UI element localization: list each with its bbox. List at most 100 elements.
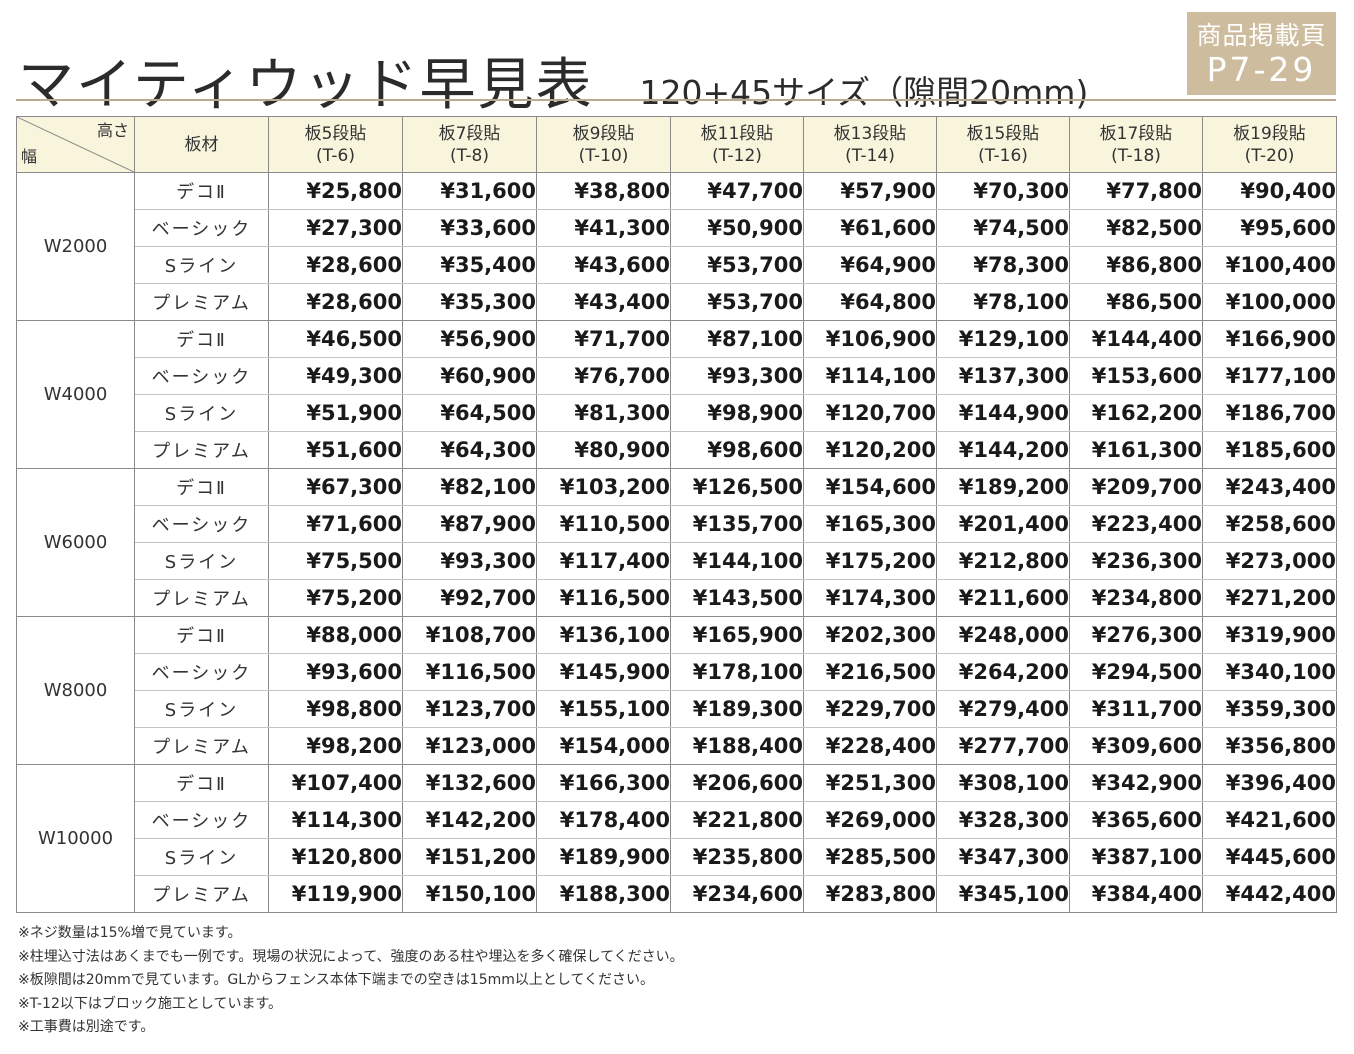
price-cell: ¥71,600 [268, 505, 403, 543]
column-header-code: (T-6) [315, 145, 356, 166]
price-cell: ¥188,400 [670, 727, 804, 765]
width-cell: W2000 [16, 172, 135, 321]
table-row: ベーシック ¥114,300 ¥142,200 ¥178,400 ¥221,800 ¥26… [17, 801, 1337, 839]
column-header-name: 板5段貼 [304, 123, 367, 144]
column-header: 板15段貼 (T-16) [936, 116, 1070, 173]
column-header: 板11段貼 (T-12) [670, 116, 804, 173]
column-header: 板19段貼 (T-20) [1202, 116, 1337, 173]
price-cell: ¥60,900 [402, 357, 537, 395]
material-cell: プレミアム [134, 727, 269, 765]
price-cell: ¥396,400 [1202, 764, 1337, 802]
price-cell: ¥294,500 [1069, 653, 1203, 691]
page-reference-badge: 商品掲載頁 P7-29 [1187, 12, 1336, 95]
price-cell: ¥35,400 [402, 246, 537, 284]
badge-label: 商品掲載頁 [1196, 21, 1327, 50]
price-cell: ¥248,000 [936, 616, 1070, 654]
price-cell: ¥41,300 [536, 209, 671, 247]
column-header-name: 板13段貼 [833, 123, 907, 144]
price-cell: ¥75,200 [268, 579, 403, 617]
price-cell: ¥387,100 [1069, 838, 1203, 876]
material-cell: ベーシック [134, 801, 269, 839]
material-cell: ベーシック [134, 505, 269, 543]
material-cell: Sライン [134, 838, 269, 876]
price-cell: ¥150,100 [402, 875, 537, 913]
price-cell: ¥155,100 [536, 690, 671, 728]
table-row: ベーシック ¥49,300 ¥60,900 ¥76,700 ¥93,300 ¥114,10… [17, 357, 1337, 395]
table-body: W2000 デコⅡ ¥25,800 ¥31,600 ¥38,800 ¥47,700 ¥57,… [16, 172, 1337, 913]
price-cell: ¥86,800 [1069, 246, 1203, 284]
footnote: ※板隙間は20mmで見ています。GLからフェンス本体下端までの空きは15mm以上… [18, 972, 655, 988]
price-cell: ¥90,400 [1202, 172, 1337, 210]
price-cell: ¥264,200 [936, 653, 1070, 691]
price-cell: ¥165,300 [803, 505, 937, 543]
price-cell: ¥243,400 [1202, 468, 1337, 506]
price-cell: ¥276,300 [1069, 616, 1203, 654]
column-header-name: 板7段貼 [438, 123, 501, 144]
price-cell: ¥347,300 [936, 838, 1070, 876]
price-table: 高さ 幅 板材 板5段貼 (T-6) 板7段貼 (T-8) 板9段貼 (T-10) 板11段… [16, 116, 1337, 913]
price-cell: ¥71,700 [536, 320, 671, 358]
price-cell: ¥93,300 [670, 357, 804, 395]
price-cell: ¥445,600 [1202, 838, 1337, 876]
price-cell: ¥136,100 [536, 616, 671, 654]
price-cell: ¥53,700 [670, 246, 804, 284]
price-cell: ¥201,400 [936, 505, 1070, 543]
price-cell: ¥228,400 [803, 727, 937, 765]
table-row: W8000 デコⅡ ¥88,000 ¥108,700 ¥136,100 ¥165,900 ¥… [16, 616, 1337, 765]
material-cell: ベーシック [134, 357, 269, 395]
column-header-code: (T-20) [1244, 145, 1295, 166]
price-cell: ¥177,100 [1202, 357, 1337, 395]
column-header-name: 板17段貼 [1099, 123, 1173, 144]
price-cell: ¥166,300 [536, 764, 671, 802]
price-cell: ¥223,400 [1069, 505, 1203, 543]
price-cell: ¥98,200 [268, 727, 403, 765]
table-row: W10000 デコⅡ ¥107,400 ¥132,600 ¥166,300 ¥206,60… [16, 764, 1337, 913]
price-cell: ¥154,600 [803, 468, 937, 506]
price-cell: ¥27,300 [268, 209, 403, 247]
material-cell: デコⅡ [134, 764, 269, 802]
price-cell: ¥154,000 [536, 727, 671, 765]
price-cell: ¥178,400 [536, 801, 671, 839]
price-cell: ¥98,900 [670, 394, 804, 432]
column-header-name: 板15段貼 [966, 123, 1040, 144]
width-cell: W4000 [16, 320, 135, 469]
material-cell: Sライン [134, 690, 269, 728]
material-cell: プレミアム [134, 431, 269, 469]
table-row: プレミアム ¥28,600 ¥35,300 ¥43,400 ¥53,700 ¥64,800… [17, 283, 1337, 321]
price-cell: ¥175,200 [803, 542, 937, 580]
title-subtitle: 120+45サイズ（隙間20mm) [639, 73, 1089, 112]
price-cell: ¥142,200 [402, 801, 537, 839]
table-row: ベーシック ¥71,600 ¥87,900 ¥110,500 ¥135,700 ¥165,… [17, 505, 1337, 543]
notes-section: ※ネジ数量は15%増で見ています。 ※柱埋込寸法はあくまでも一例です。現場の状況に… [18, 922, 684, 1040]
material-header: 板材 [134, 116, 269, 173]
price-cell: ¥43,400 [536, 283, 671, 321]
price-cell: ¥328,300 [936, 801, 1070, 839]
badge-page-number: P7-29 [1206, 50, 1317, 89]
price-cell: ¥356,800 [1202, 727, 1337, 765]
price-cell: ¥359,300 [1202, 690, 1337, 728]
table-row: W2000 デコⅡ ¥25,800 ¥31,600 ¥38,800 ¥47,700 ¥57,… [16, 172, 1337, 321]
price-cell: ¥129,100 [936, 320, 1070, 358]
material-cell: Sライン [134, 246, 269, 284]
price-cell: ¥135,700 [670, 505, 804, 543]
price-cell: ¥87,900 [402, 505, 537, 543]
price-cell: ¥206,600 [670, 764, 804, 802]
corner-height-label: 高さ [96, 121, 129, 140]
price-cell: ¥114,100 [803, 357, 937, 395]
price-cell: ¥53,700 [670, 283, 804, 321]
column-header-code: (T-8) [449, 145, 490, 166]
price-cell: ¥64,800 [803, 283, 937, 321]
price-cell: ¥82,100 [402, 468, 537, 506]
price-cell: ¥189,900 [536, 838, 671, 876]
price-cell: ¥189,300 [670, 690, 804, 728]
price-cell: ¥151,200 [402, 838, 537, 876]
price-cell: ¥106,900 [803, 320, 937, 358]
material-cell: Sライン [134, 542, 269, 580]
price-cell: ¥64,300 [402, 431, 537, 469]
price-cell: ¥145,900 [536, 653, 671, 691]
price-cell: ¥126,500 [670, 468, 804, 506]
width-cell: W10000 [16, 764, 135, 913]
price-cell: ¥116,500 [402, 653, 537, 691]
price-cell: ¥271,200 [1202, 579, 1337, 617]
price-cell: ¥123,700 [402, 690, 537, 728]
